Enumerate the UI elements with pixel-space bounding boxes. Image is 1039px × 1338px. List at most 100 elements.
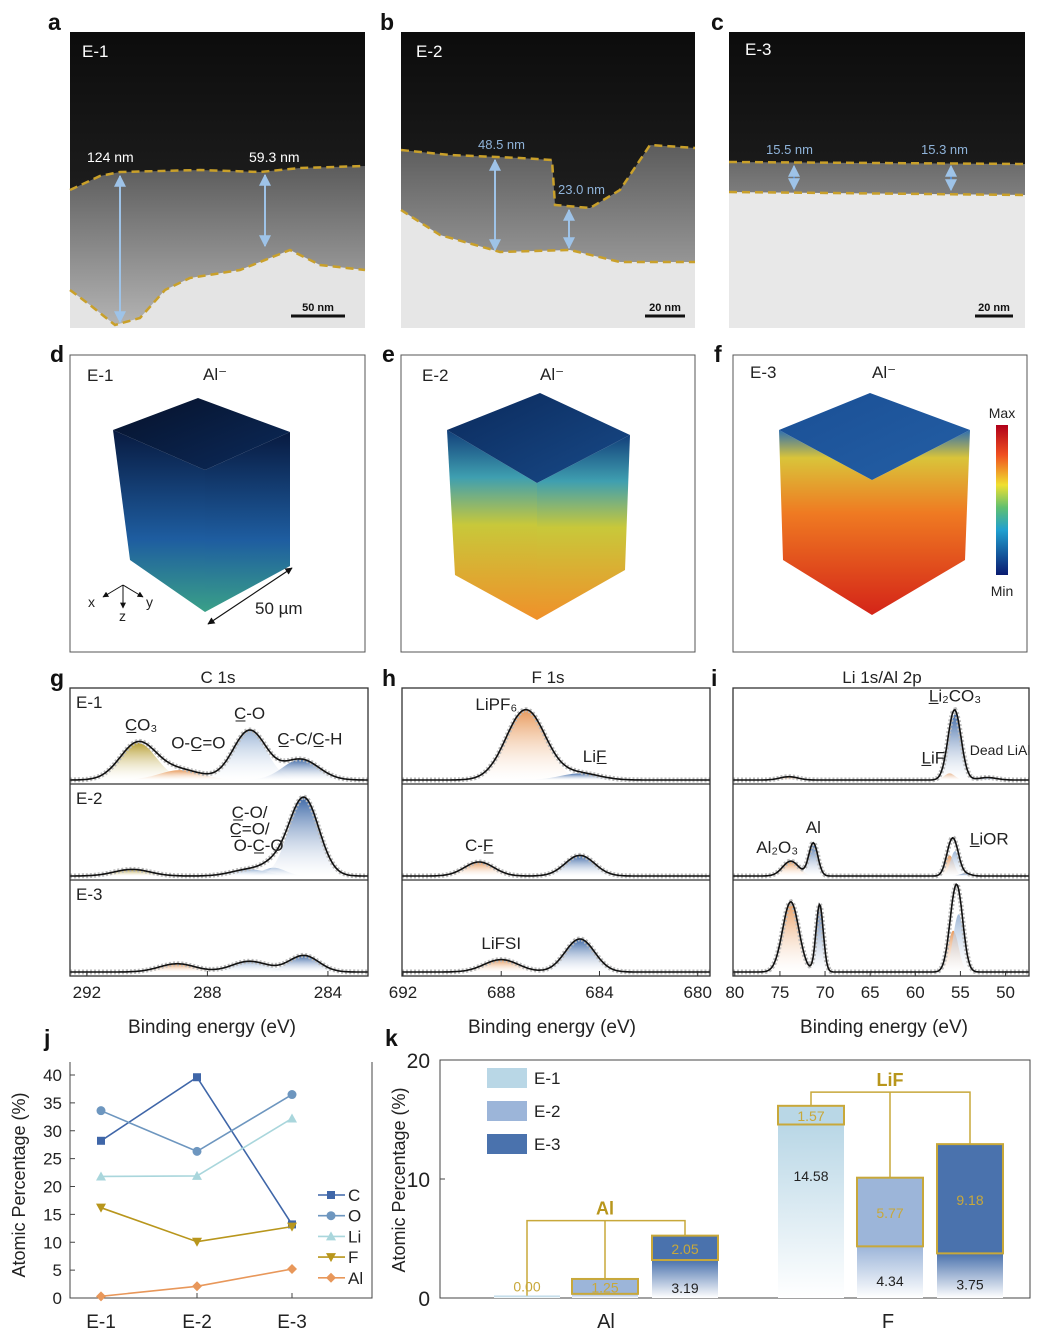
fit-peak: [447, 709, 605, 780]
peak-annotation: L̲iF: [921, 748, 945, 767]
y-tick-label: 0: [418, 1288, 430, 1311]
fit-peak: [420, 862, 539, 876]
sample-label: E-1: [82, 42, 108, 61]
legend-label: O: [348, 1207, 361, 1226]
fit-peak: [520, 855, 639, 876]
legend-swatch: [487, 1068, 527, 1088]
sample-label: E-3: [745, 40, 771, 59]
x-tick-label: 50: [996, 983, 1015, 1002]
fit-peak: [943, 873, 987, 876]
colorbar: [996, 425, 1008, 575]
y-tick-label: 10: [407, 1169, 430, 1192]
sample-label: E-2: [422, 366, 448, 385]
x-tick-label: 680: [684, 983, 712, 1002]
species-label: Al⁻: [872, 363, 896, 382]
scale-bar-label: 50 nm: [302, 302, 334, 314]
tof-sims-e1: E-1 Al⁻ x y z 50 µm: [69, 354, 366, 653]
fit-peak: [805, 904, 835, 972]
legend-label: E-1: [534, 1069, 560, 1088]
y-tick-label: 20: [407, 1050, 430, 1073]
marker-square: [193, 1073, 201, 1082]
panel-letter-h: h: [382, 665, 396, 691]
panel-letter-c: c: [711, 9, 724, 35]
scale-bar-label: 20 nm: [978, 302, 1010, 314]
plot-frame: [69, 687, 369, 977]
y-tick-label: 40: [43, 1066, 62, 1085]
sei-top-boundary: [69, 164, 366, 192]
fit-peak: [228, 759, 374, 780]
thickness-label: 15.3 nm: [921, 142, 968, 157]
bar-lower-label: 4.34: [876, 1273, 903, 1289]
fit-peak: [951, 777, 1024, 780]
fit-peak: [243, 955, 365, 972]
xps-panel-li1s-al2p: Li 1s/Al 2p L̲i₂CO₃ L̲iF Dead LiAl Al₂O₃ Al L̲…: [725, 668, 1030, 1038]
y-tick-label: 15: [43, 1205, 62, 1224]
bracket: [526, 1219, 686, 1296]
fit-peak: [177, 961, 322, 972]
bracket-label: LiF: [877, 1070, 904, 1090]
peak-annotation: LiF̲: [583, 747, 607, 766]
marker-circle: [287, 1090, 297, 1100]
x-axis-label: Binding energy (eV): [128, 1017, 296, 1038]
envelope-curve: [733, 708, 1029, 781]
fit-peak: [432, 959, 570, 972]
envelope-curve: [733, 836, 1029, 877]
bar-lower-label: 14.58: [793, 1168, 828, 1184]
tof-sims-e3: E-3 Al⁻ Max Min: [732, 354, 1028, 653]
marker-triangle-up: [192, 1170, 202, 1180]
panel-letter-j: j: [43, 1025, 50, 1051]
x-tick-label: 55: [951, 983, 970, 1002]
sample-label: E-2: [76, 789, 102, 808]
envelope-curve: [70, 729, 368, 781]
bar-lower-segment: [778, 1124, 844, 1298]
fit-peak: [758, 901, 824, 972]
sample-label: E-2: [416, 42, 442, 61]
legend-swatch: [487, 1101, 527, 1121]
peak-annotation: C̲O₃: [125, 715, 157, 734]
tem-image-e1: E-1 124 nm 59.3 nm 50 nm: [69, 32, 366, 328]
xps-panel-f1s: F 1s LiPF₆ LiF̲ C-F̲ LiFSI 692 688 684 680 Bindin…: [389, 668, 712, 1038]
y-tick-label: 10: [43, 1233, 62, 1252]
fit-peak: [177, 869, 322, 876]
series-o: [96, 1090, 297, 1156]
thickness-label: 15.5 nm: [766, 142, 813, 157]
chart-title: C 1s: [201, 668, 236, 687]
marker-triangle-down: [192, 1237, 202, 1247]
peak-annotation: C-F̲: [465, 836, 494, 855]
x-tick-label: E-3: [277, 1312, 307, 1333]
tem-image-e3: E-3 15.5 nm 15.3 nm 20 nm: [728, 32, 1026, 328]
fit-peak: [65, 742, 211, 780]
peak-annotation: C̲-O: [234, 704, 265, 723]
plot-frame: [69, 1062, 373, 1299]
marker-square: [327, 1191, 335, 1199]
y-tick-label: 25: [43, 1150, 62, 1169]
panel-letters: a b c d e f g h i j k: [43, 9, 724, 1051]
envelope-curve: [733, 882, 1029, 973]
axis-z-label: z: [119, 608, 126, 624]
line-chart-atomic-percentage: 0 5 10 15 20 25 30 35 40 E-1 E-2 E-3 Atomic Percenta…: [9, 1062, 373, 1333]
peak-annotation: Al₂O₃: [756, 838, 798, 857]
x-tick-label: 284: [314, 983, 342, 1002]
bar-lower-segment: [857, 1246, 923, 1298]
fit-peak: [59, 869, 205, 876]
bracket: [810, 1091, 971, 1178]
bar-lower-segment: [572, 1293, 638, 1298]
colorbar-min-label: Min: [991, 583, 1014, 599]
marker-triangle-down: [96, 1203, 106, 1213]
series-li: [96, 1113, 297, 1181]
bar-highlight-label: 1.57: [797, 1108, 824, 1124]
legend-label: E-3: [534, 1135, 560, 1154]
bar-highlight-segment: [856, 1176, 924, 1248]
bar-lower-label: 3.19: [671, 1280, 698, 1296]
x-tick-label: F: [882, 1311, 894, 1333]
legend-swatch: [487, 1134, 527, 1154]
fit-peak: [501, 773, 659, 780]
bar-lower-segment: [652, 1260, 718, 1298]
sei-bottom-boundary: [400, 208, 695, 264]
panel-letter-e: e: [382, 341, 395, 367]
peak-annotation: LiPF₆: [475, 695, 517, 714]
y-axis-label: Atomic Percentage (%): [389, 1087, 409, 1272]
sample-label: E-1: [87, 366, 113, 385]
charts: C 1s E-1 C̲O₃ O-C̲=O C̲-O C̲-C/C̲-H E-2 C̲-O/C̲…: [9, 668, 1031, 1333]
